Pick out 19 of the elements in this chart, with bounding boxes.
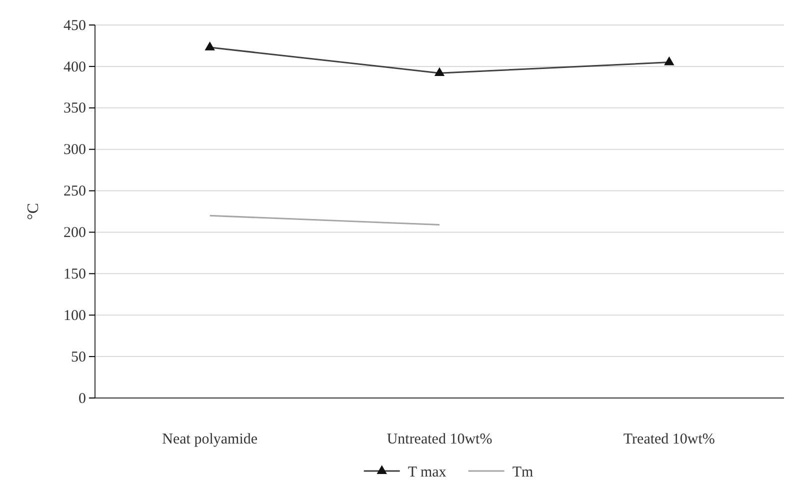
- y-tick-label: 400: [64, 59, 86, 76]
- y-tick-label: 300: [64, 142, 86, 158]
- legend-label: Tm: [512, 464, 534, 480]
- y-tick-label: 450: [64, 18, 86, 34]
- y-axis-title: °C: [25, 202, 42, 220]
- x-tick-label: Treated 10wt%: [623, 432, 715, 448]
- y-tick-label: 150: [64, 266, 86, 282]
- y-tick-label: 0: [78, 390, 86, 407]
- y-tick-label: 250: [64, 184, 86, 200]
- y-tick-label: 50: [71, 349, 86, 366]
- x-tick-label: Neat polyamide: [162, 432, 258, 448]
- legend-label: T max: [408, 464, 447, 480]
- y-tick-label: 200: [64, 225, 86, 242]
- point: [204, 41, 215, 50]
- x-tick-label: Untreated 10wt%: [386, 432, 492, 448]
- y-tick-label: 100: [64, 308, 86, 324]
- y-tick-label: 350: [64, 100, 86, 117]
- point: [434, 67, 445, 76]
- point: [664, 56, 674, 66]
